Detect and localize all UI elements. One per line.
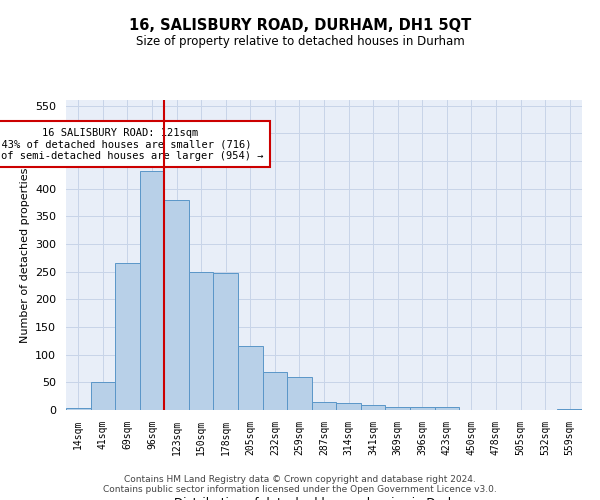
Bar [164, 200, 189, 410]
Bar [189, 272, 214, 410]
Bar [263, 372, 287, 410]
Bar [115, 264, 140, 410]
X-axis label: Distribution of detached houses by size in Durham: Distribution of detached houses by size … [174, 496, 474, 500]
Bar [312, 402, 336, 410]
Bar [410, 407, 434, 410]
Bar [238, 346, 263, 410]
Bar [91, 382, 115, 410]
Text: 16 SALISBURY ROAD: 121sqm
← 43% of detached houses are smaller (716)
57% of semi: 16 SALISBURY ROAD: 121sqm ← 43% of detac… [0, 128, 264, 161]
Text: Size of property relative to detached houses in Durham: Size of property relative to detached ho… [136, 35, 464, 48]
Text: Contains HM Land Registry data © Crown copyright and database right 2024.
Contai: Contains HM Land Registry data © Crown c… [103, 474, 497, 494]
Bar [66, 408, 91, 410]
Bar [287, 378, 312, 410]
Bar [385, 406, 410, 410]
Y-axis label: Number of detached properties: Number of detached properties [20, 168, 29, 342]
Bar [336, 403, 361, 410]
Text: 16, SALISBURY ROAD, DURHAM, DH1 5QT: 16, SALISBURY ROAD, DURHAM, DH1 5QT [129, 18, 471, 32]
Bar [140, 171, 164, 410]
Bar [434, 407, 459, 410]
Bar [214, 272, 238, 410]
Bar [361, 405, 385, 410]
